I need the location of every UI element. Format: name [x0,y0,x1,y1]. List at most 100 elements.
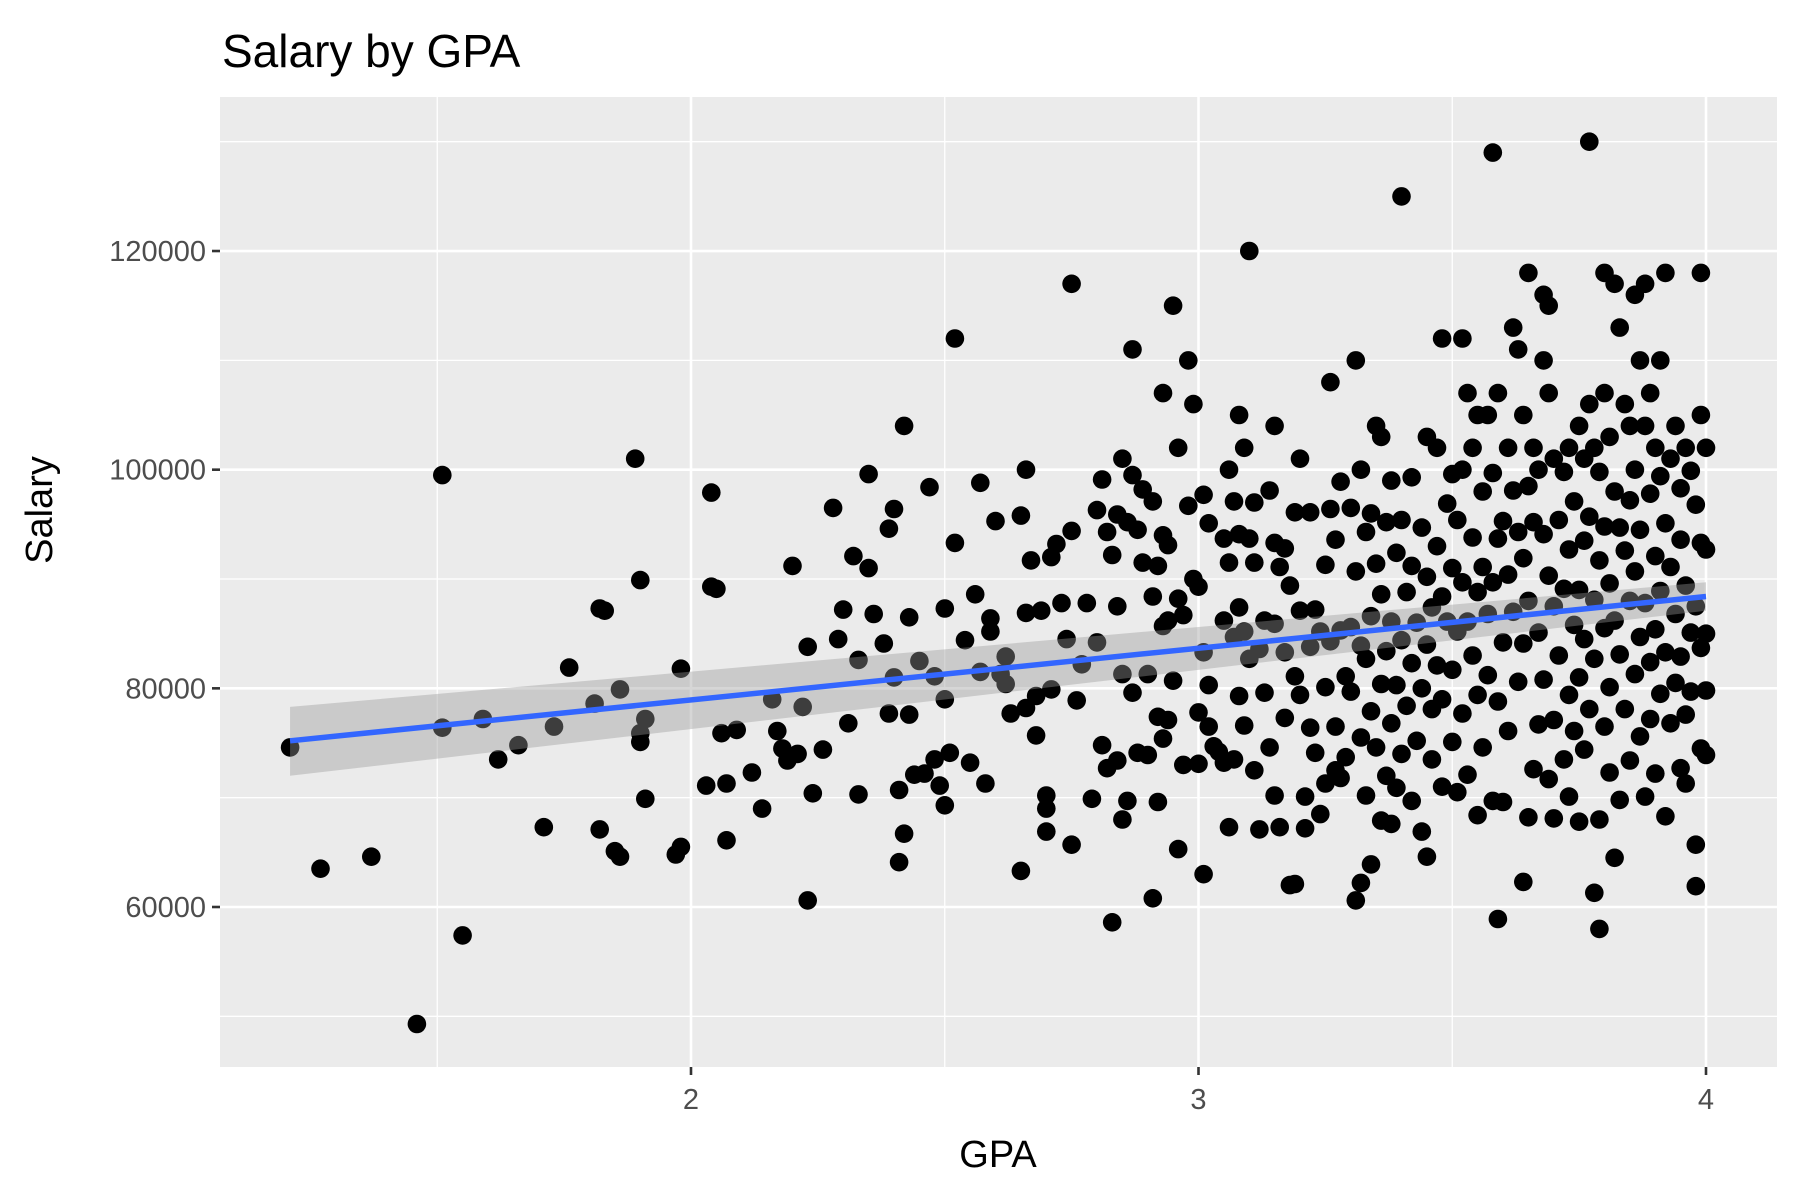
data-point [1377,641,1396,661]
data-point [1285,874,1305,894]
data-point [1382,471,1401,490]
data-point [1473,482,1492,501]
data-point [1356,522,1376,542]
data-point [1087,500,1107,520]
data-point [996,674,1015,694]
data-point [636,709,655,729]
data-point [1635,274,1655,294]
data-point [1366,738,1386,757]
data-point [1123,683,1142,702]
data-point [1676,705,1695,724]
data-point [1488,383,1508,403]
data-point [1514,405,1533,425]
data-point [1443,558,1462,578]
data-point [1585,438,1604,458]
data-point [1595,383,1614,403]
data-point [1519,808,1538,827]
data-point [1336,667,1355,686]
data-point [1488,909,1508,929]
data-point [1646,620,1665,639]
data-point [1234,622,1254,641]
data-point [1285,503,1305,522]
data-point [1630,727,1650,746]
data-point [1463,438,1482,458]
data-point [1569,812,1589,831]
data-point [1651,466,1670,486]
data-point [1097,522,1117,542]
data-point [1377,512,1396,532]
data-point [1087,633,1107,652]
data-point [768,721,787,741]
data-point [1534,351,1553,370]
data-point [925,750,944,769]
data-point [1148,792,1168,812]
data-point [1392,187,1411,206]
data-point [1260,481,1279,500]
data-point [1397,582,1416,602]
data-point [433,465,452,485]
data-point [1371,585,1391,604]
data-point [1382,714,1401,733]
data-point [1427,656,1447,675]
data-point [1468,805,1487,825]
data-point [1529,623,1548,642]
data-point [1580,394,1599,414]
data-point [1371,674,1391,694]
data-point [1580,132,1599,151]
data-point [823,498,843,518]
data-point [1630,627,1650,647]
data-point [1529,715,1548,734]
data-point [788,744,807,764]
data-point [859,464,878,484]
data-point [1143,889,1163,908]
data-point [986,511,1005,531]
data-point [1199,514,1218,533]
data-point [610,847,630,866]
data-point [1265,614,1284,634]
data-point [1661,714,1680,733]
data-point [488,750,508,769]
data-point [1569,668,1589,687]
data-point [1037,799,1056,818]
data-point [1250,820,1269,839]
data-point [1696,438,1716,458]
data-point [1412,822,1432,841]
data-point [996,647,1015,666]
data-point [813,740,833,759]
data-point [1305,743,1325,763]
data-point [935,690,955,709]
data-point [920,477,939,497]
data-point [1417,847,1437,866]
data-point [1671,647,1690,666]
data-point [1199,717,1218,736]
data-point [1646,438,1665,458]
data-point [1432,690,1452,709]
data-point [1514,872,1533,892]
data-point [1574,531,1594,550]
data-point [803,784,823,803]
x-axis-title: GPA [959,1134,1037,1176]
data-point [1113,449,1132,469]
data-point [1635,787,1655,806]
data-point [889,780,909,800]
data-point [1219,817,1239,837]
data-point [362,847,381,866]
data-point [1102,545,1122,565]
data-point [1483,573,1503,592]
data-point [1331,472,1350,492]
data-point [1011,861,1031,881]
x-tick-label: 3 [1190,1084,1206,1116]
data-point [1265,416,1284,436]
data-point [1620,491,1640,510]
data-point [696,776,716,795]
data-point [1559,685,1579,705]
data-point [625,449,645,469]
data-point [1108,751,1127,770]
data-point [1437,494,1457,513]
data-point [889,852,909,872]
data-point [1529,460,1548,480]
data-point [1067,691,1086,710]
data-point [1605,611,1624,630]
data-point [1651,581,1670,601]
data-point [1016,460,1036,480]
